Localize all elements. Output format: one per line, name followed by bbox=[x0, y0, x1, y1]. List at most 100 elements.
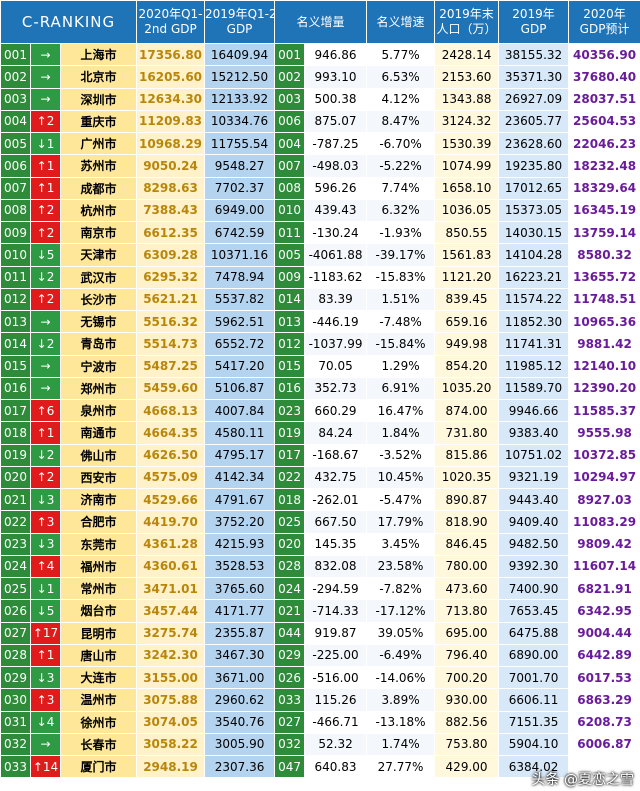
nominal-growth-cell: -17.12% bbox=[366, 599, 436, 623]
city-cell: 长春市 bbox=[59, 732, 138, 757]
gdp-2020-forecast-cell: 6821.91 bbox=[568, 576, 640, 601]
gdp-2020-h1-cell: 3242.30 bbox=[136, 643, 206, 668]
rank-change-cell: → bbox=[30, 42, 61, 67]
table-row: 033 ↑14 厦门市 2948.19 2307.36 047 640.83 27.77% 42… bbox=[0, 754, 640, 779]
gdp-2019-cell: 11852.30 bbox=[498, 309, 570, 334]
city-cell: 杭州市 bbox=[59, 198, 138, 223]
rank-2019-cell: 014 bbox=[274, 287, 306, 312]
nominal-growth-cell: 3.45% bbox=[366, 532, 436, 556]
population-cell: 949.98 bbox=[434, 332, 500, 356]
header-line: 2nd GDP bbox=[144, 22, 197, 36]
rank-2019-cell: 025 bbox=[274, 510, 306, 534]
gdp-2019-cell: 11741.31 bbox=[498, 332, 570, 356]
population-cell: 1036.05 bbox=[434, 198, 500, 223]
gdp-2019-cell: 11985.12 bbox=[498, 354, 570, 378]
table-row: 029 ↓3 大连市 3155.00 3671.00 026 -516.00 -14.06% 7… bbox=[0, 665, 640, 690]
gdp-2020-forecast-cell: 6208.73 bbox=[568, 710, 640, 734]
rank-change-cell: ↑2 bbox=[30, 220, 61, 245]
gdp-2020-forecast-cell: 8927.03 bbox=[568, 487, 640, 512]
nominal-increment-cell: 875.07 bbox=[304, 109, 368, 134]
gdp-2020-forecast-cell: 10372.85 bbox=[568, 443, 640, 467]
nominal-growth-cell: 1.51% bbox=[366, 287, 436, 312]
table-row: 002 → 北京市 16205.60 15212.50 002 993.10 6.53% 215… bbox=[0, 65, 640, 89]
population-cell: 815.86 bbox=[434, 443, 500, 467]
nominal-increment-cell: -714.33 bbox=[304, 599, 368, 623]
rank-cell: 010 bbox=[0, 243, 31, 267]
population-cell: 1343.88 bbox=[434, 87, 500, 111]
population-cell: 2428.14 bbox=[434, 42, 500, 67]
gdp-2020-forecast-cell: 9555.98 bbox=[568, 421, 640, 445]
rank-change-cell: ↑14 bbox=[30, 754, 61, 779]
city-cell: 无锡市 bbox=[59, 309, 138, 334]
rank-change-cell: ↑17 bbox=[30, 621, 61, 645]
table-row: 026 ↓5 烟台市 3457.44 4171.77 021 -714.33 -17.12% 7… bbox=[0, 599, 640, 623]
rank-change-cell: ↓5 bbox=[30, 243, 61, 267]
nominal-growth-cell: 1.29% bbox=[366, 354, 436, 378]
nominal-growth-cell: 23.58% bbox=[366, 554, 436, 579]
rank-2019-cell: 004 bbox=[274, 131, 306, 156]
nominal-increment-cell: -130.24 bbox=[304, 220, 368, 245]
nominal-increment-cell: -498.03 bbox=[304, 154, 368, 178]
rank-2019-cell: 032 bbox=[274, 732, 306, 757]
nominal-growth-cell: 1.84% bbox=[366, 421, 436, 445]
nominal-increment-cell: -1183.62 bbox=[304, 265, 368, 289]
gdp-2020-h1-cell: 6612.35 bbox=[136, 220, 206, 245]
nominal-growth-cell: -15.84% bbox=[366, 332, 436, 356]
gdp-2019-h1-cell: 3005.90 bbox=[204, 732, 276, 757]
city-cell: 上海市 bbox=[59, 42, 138, 67]
gdp-2020-forecast-cell: 6017.53 bbox=[568, 665, 640, 690]
gdp-2020-forecast-cell: 28037.51 bbox=[568, 87, 640, 111]
gdp-2019-h1-cell: 6552.72 bbox=[204, 332, 276, 356]
nominal-increment-cell: -4061.88 bbox=[304, 243, 368, 267]
city-cell: 昆明市 bbox=[59, 621, 138, 645]
nominal-increment-cell: 660.29 bbox=[304, 398, 368, 423]
rank-change-cell: ↑3 bbox=[30, 510, 61, 534]
rank-change-cell: ↓1 bbox=[30, 131, 61, 156]
gdp-2019-h1-cell: 2307.36 bbox=[204, 754, 276, 779]
rank-cell: 019 bbox=[0, 443, 31, 467]
rank-2019-cell: 028 bbox=[274, 554, 306, 579]
gdp-2019-h1-cell: 3752.20 bbox=[204, 510, 276, 534]
gdp-2020-forecast-cell: 10965.36 bbox=[568, 309, 640, 334]
nominal-increment-cell: 70.05 bbox=[304, 354, 368, 378]
gdp-2019-cell: 6890.00 bbox=[498, 643, 570, 668]
city-cell: 烟台市 bbox=[59, 599, 138, 623]
gdp-2020-h1-cell: 16205.60 bbox=[136, 65, 206, 89]
header-line: 2019年Q1-2nd bbox=[205, 7, 274, 21]
city-cell: 郑州市 bbox=[59, 376, 138, 401]
gdp-2019-h1-cell: 6949.00 bbox=[204, 198, 276, 223]
gdp-2019-cell: 9946.66 bbox=[498, 398, 570, 423]
rank-cell: 028 bbox=[0, 643, 31, 668]
table-row: 006 ↑1 苏州市 9050.24 9548.27 007 -498.03 -5.22% 10… bbox=[0, 154, 640, 178]
rank-2019-cell: 022 bbox=[274, 465, 306, 490]
city-cell: 西安市 bbox=[59, 465, 138, 490]
nominal-growth-cell: 10.45% bbox=[366, 465, 436, 490]
gdp-2019-cell: 7001.70 bbox=[498, 665, 570, 690]
gdp-2019-h1-cell: 4795.17 bbox=[204, 443, 276, 467]
rank-cell: 013 bbox=[0, 309, 31, 334]
gdp-2019-h1-cell: 5537.82 bbox=[204, 287, 276, 312]
rank-2019-cell: 019 bbox=[274, 421, 306, 445]
table-row: 031 ↓4 徐州市 3074.05 3540.76 027 -466.71 -13.18% 8… bbox=[0, 710, 640, 734]
population-cell: 854.20 bbox=[434, 354, 500, 378]
gdp-2019-cell: 14030.15 bbox=[498, 220, 570, 245]
table-row: 030 ↑3 温州市 3075.88 2960.62 033 115.26 3.89% 930.… bbox=[0, 688, 640, 712]
header-c-ranking: C-RANKING bbox=[0, 0, 138, 44]
population-cell: 930.00 bbox=[434, 688, 500, 712]
city-cell: 武汉市 bbox=[59, 265, 138, 289]
rank-cell: 021 bbox=[0, 487, 31, 512]
city-cell: 佛山市 bbox=[59, 443, 138, 467]
population-cell: 731.80 bbox=[434, 421, 500, 445]
gdp-2020-forecast-cell: 6863.29 bbox=[568, 688, 640, 712]
rank-cell: 020 bbox=[0, 465, 31, 490]
rank-change-cell: ↑6 bbox=[30, 398, 61, 423]
population-cell: 1530.39 bbox=[434, 131, 500, 156]
city-cell: 苏州市 bbox=[59, 154, 138, 178]
gdp-2019-cell: 9392.30 bbox=[498, 554, 570, 579]
gdp-2019-cell: 16223.21 bbox=[498, 265, 570, 289]
population-cell: 695.00 bbox=[434, 621, 500, 645]
table-row: 005 ↓1 广州市 10968.29 11755.54 004 -787.25 -6.70%… bbox=[0, 131, 640, 156]
rank-2019-cell: 006 bbox=[274, 109, 306, 134]
gdp-2020-h1-cell: 4529.66 bbox=[136, 487, 206, 512]
